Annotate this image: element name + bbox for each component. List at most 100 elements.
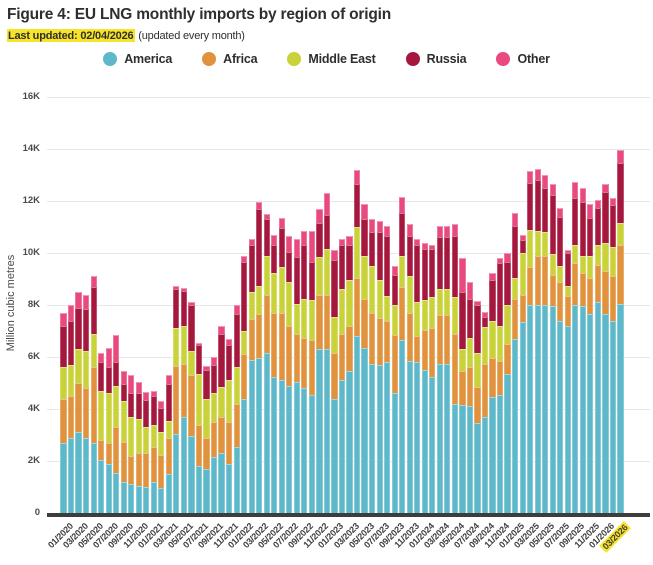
bar-01-2026[interactable] — [602, 184, 609, 513]
bar-04-2021[interactable] — [173, 285, 180, 513]
bar-01-2025[interactable] — [512, 212, 519, 513]
bar-11-2022[interactable] — [316, 208, 323, 513]
bar-segment-middle-east — [414, 302, 421, 337]
bar-06-2025[interactable] — [549, 184, 556, 513]
bar-10-2024[interactable] — [489, 272, 496, 513]
bar-01-2020[interactable] — [60, 312, 67, 513]
bar-02-2025[interactable] — [519, 234, 526, 513]
bar-08-2021[interactable] — [203, 366, 210, 513]
bar-04-2020[interactable] — [82, 294, 90, 513]
bar-07-2022[interactable] — [286, 236, 293, 513]
bar-03-2021[interactable] — [165, 375, 172, 513]
bar-segment-middle-east — [263, 255, 270, 295]
bar-09-2020[interactable] — [120, 371, 127, 513]
bar-segment-other — [241, 255, 248, 263]
bar-03-2025[interactable] — [527, 171, 534, 513]
bar-08-2022[interactable] — [293, 238, 300, 513]
bar-05-2023[interactable] — [361, 203, 368, 513]
bar-04-2023[interactable] — [353, 169, 361, 513]
gridline — [47, 201, 650, 202]
bar-12-2024[interactable] — [504, 253, 511, 513]
bar-segment-other — [203, 366, 210, 371]
bar-03-2026[interactable] — [617, 150, 624, 513]
bar-01-2024[interactable] — [421, 242, 428, 513]
bar-05-2020[interactable] — [90, 276, 97, 513]
bar-segment-africa — [444, 315, 451, 364]
bar-06-2024[interactable] — [459, 258, 466, 513]
bar-03-2022[interactable] — [256, 202, 263, 513]
bar-02-2020[interactable] — [67, 305, 75, 513]
bar-segment-middle-east — [180, 325, 188, 364]
bar-segment-middle-east — [474, 353, 481, 387]
bar-01-2023[interactable] — [331, 250, 338, 513]
legend-item-other[interactable]: Other — [496, 52, 550, 66]
bar-segment-america — [248, 359, 255, 513]
bar-05-2021[interactable] — [180, 288, 188, 513]
bar-12-2021[interactable] — [233, 305, 240, 513]
bar-10-2021[interactable] — [218, 325, 225, 513]
bar-11-2023[interactable] — [406, 224, 413, 513]
bar-08-2024[interactable] — [474, 301, 481, 513]
bar-segment-middle-east — [406, 276, 413, 313]
bar-03-2020[interactable] — [75, 292, 82, 513]
bar-03-2023[interactable] — [346, 236, 353, 513]
bar-segment-africa — [210, 422, 218, 458]
bar-02-2024[interactable] — [429, 245, 436, 513]
bar-segment-america — [173, 433, 180, 513]
legend-item-russia[interactable]: Russia — [405, 52, 467, 66]
legend-item-africa[interactable]: Africa — [202, 52, 258, 66]
bar-07-2024[interactable] — [466, 281, 474, 513]
bar-06-2021[interactable] — [188, 302, 195, 513]
bar-segment-middle-east — [323, 249, 331, 295]
bar-03-2024[interactable] — [436, 225, 443, 513]
bar-01-2022[interactable] — [241, 255, 248, 513]
bar-10-2023[interactable] — [399, 197, 406, 513]
bar-segment-other — [82, 294, 90, 309]
bar-12-2023[interactable] — [414, 238, 421, 513]
bar-02-2026[interactable] — [609, 198, 617, 513]
bar-09-2025[interactable] — [572, 181, 579, 513]
bar-segment-russia — [271, 245, 278, 273]
bar-07-2020[interactable] — [105, 347, 112, 513]
bar-06-2022[interactable] — [278, 217, 285, 513]
legend-item-middle-east[interactable]: Middle East — [287, 52, 376, 66]
bar-12-2022[interactable] — [323, 193, 331, 513]
bar-09-2023[interactable] — [391, 266, 398, 513]
bar-07-2025[interactable] — [557, 207, 564, 513]
bar-10-2022[interactable] — [308, 230, 315, 513]
bar-09-2021[interactable] — [210, 357, 218, 513]
bar-08-2020[interactable] — [113, 334, 120, 513]
legend-dot-icon — [287, 52, 302, 66]
bar-12-2020[interactable] — [143, 392, 150, 513]
bar-04-2024[interactable] — [444, 225, 451, 513]
bar-06-2020[interactable] — [98, 353, 105, 513]
bar-11-2020[interactable] — [135, 381, 142, 513]
bar-02-2023[interactable] — [338, 238, 346, 513]
bar-08-2023[interactable] — [384, 225, 391, 513]
bar-11-2021[interactable] — [225, 338, 233, 513]
bar-04-2025[interactable] — [534, 168, 541, 513]
bar-05-2024[interactable] — [451, 224, 458, 513]
bar-10-2025[interactable] — [579, 188, 586, 513]
bar-09-2024[interactable] — [481, 311, 489, 513]
bar-07-2021[interactable] — [195, 342, 203, 513]
bar-segment-africa — [489, 358, 496, 398]
bar-06-2023[interactable] — [369, 219, 376, 513]
bar-02-2021[interactable] — [158, 401, 165, 513]
bar-05-2025[interactable] — [542, 175, 549, 513]
legend-item-america[interactable]: America — [103, 52, 172, 66]
bar-11-2025[interactable] — [587, 203, 594, 513]
bar-02-2022[interactable] — [248, 238, 255, 513]
bar-12-2025[interactable] — [594, 199, 601, 513]
bar-08-2025[interactable] — [564, 250, 571, 513]
bar-10-2020[interactable] — [128, 375, 135, 513]
bar-09-2022[interactable] — [301, 230, 308, 513]
bar-01-2021[interactable] — [150, 390, 157, 513]
bar-04-2022[interactable] — [263, 214, 270, 513]
bar-segment-africa — [241, 354, 248, 399]
bar-07-2023[interactable] — [376, 220, 383, 513]
bar-05-2022[interactable] — [271, 234, 278, 513]
bar-segment-other — [120, 371, 127, 385]
bar-segment-russia — [203, 370, 210, 399]
bar-11-2024[interactable] — [496, 258, 504, 513]
